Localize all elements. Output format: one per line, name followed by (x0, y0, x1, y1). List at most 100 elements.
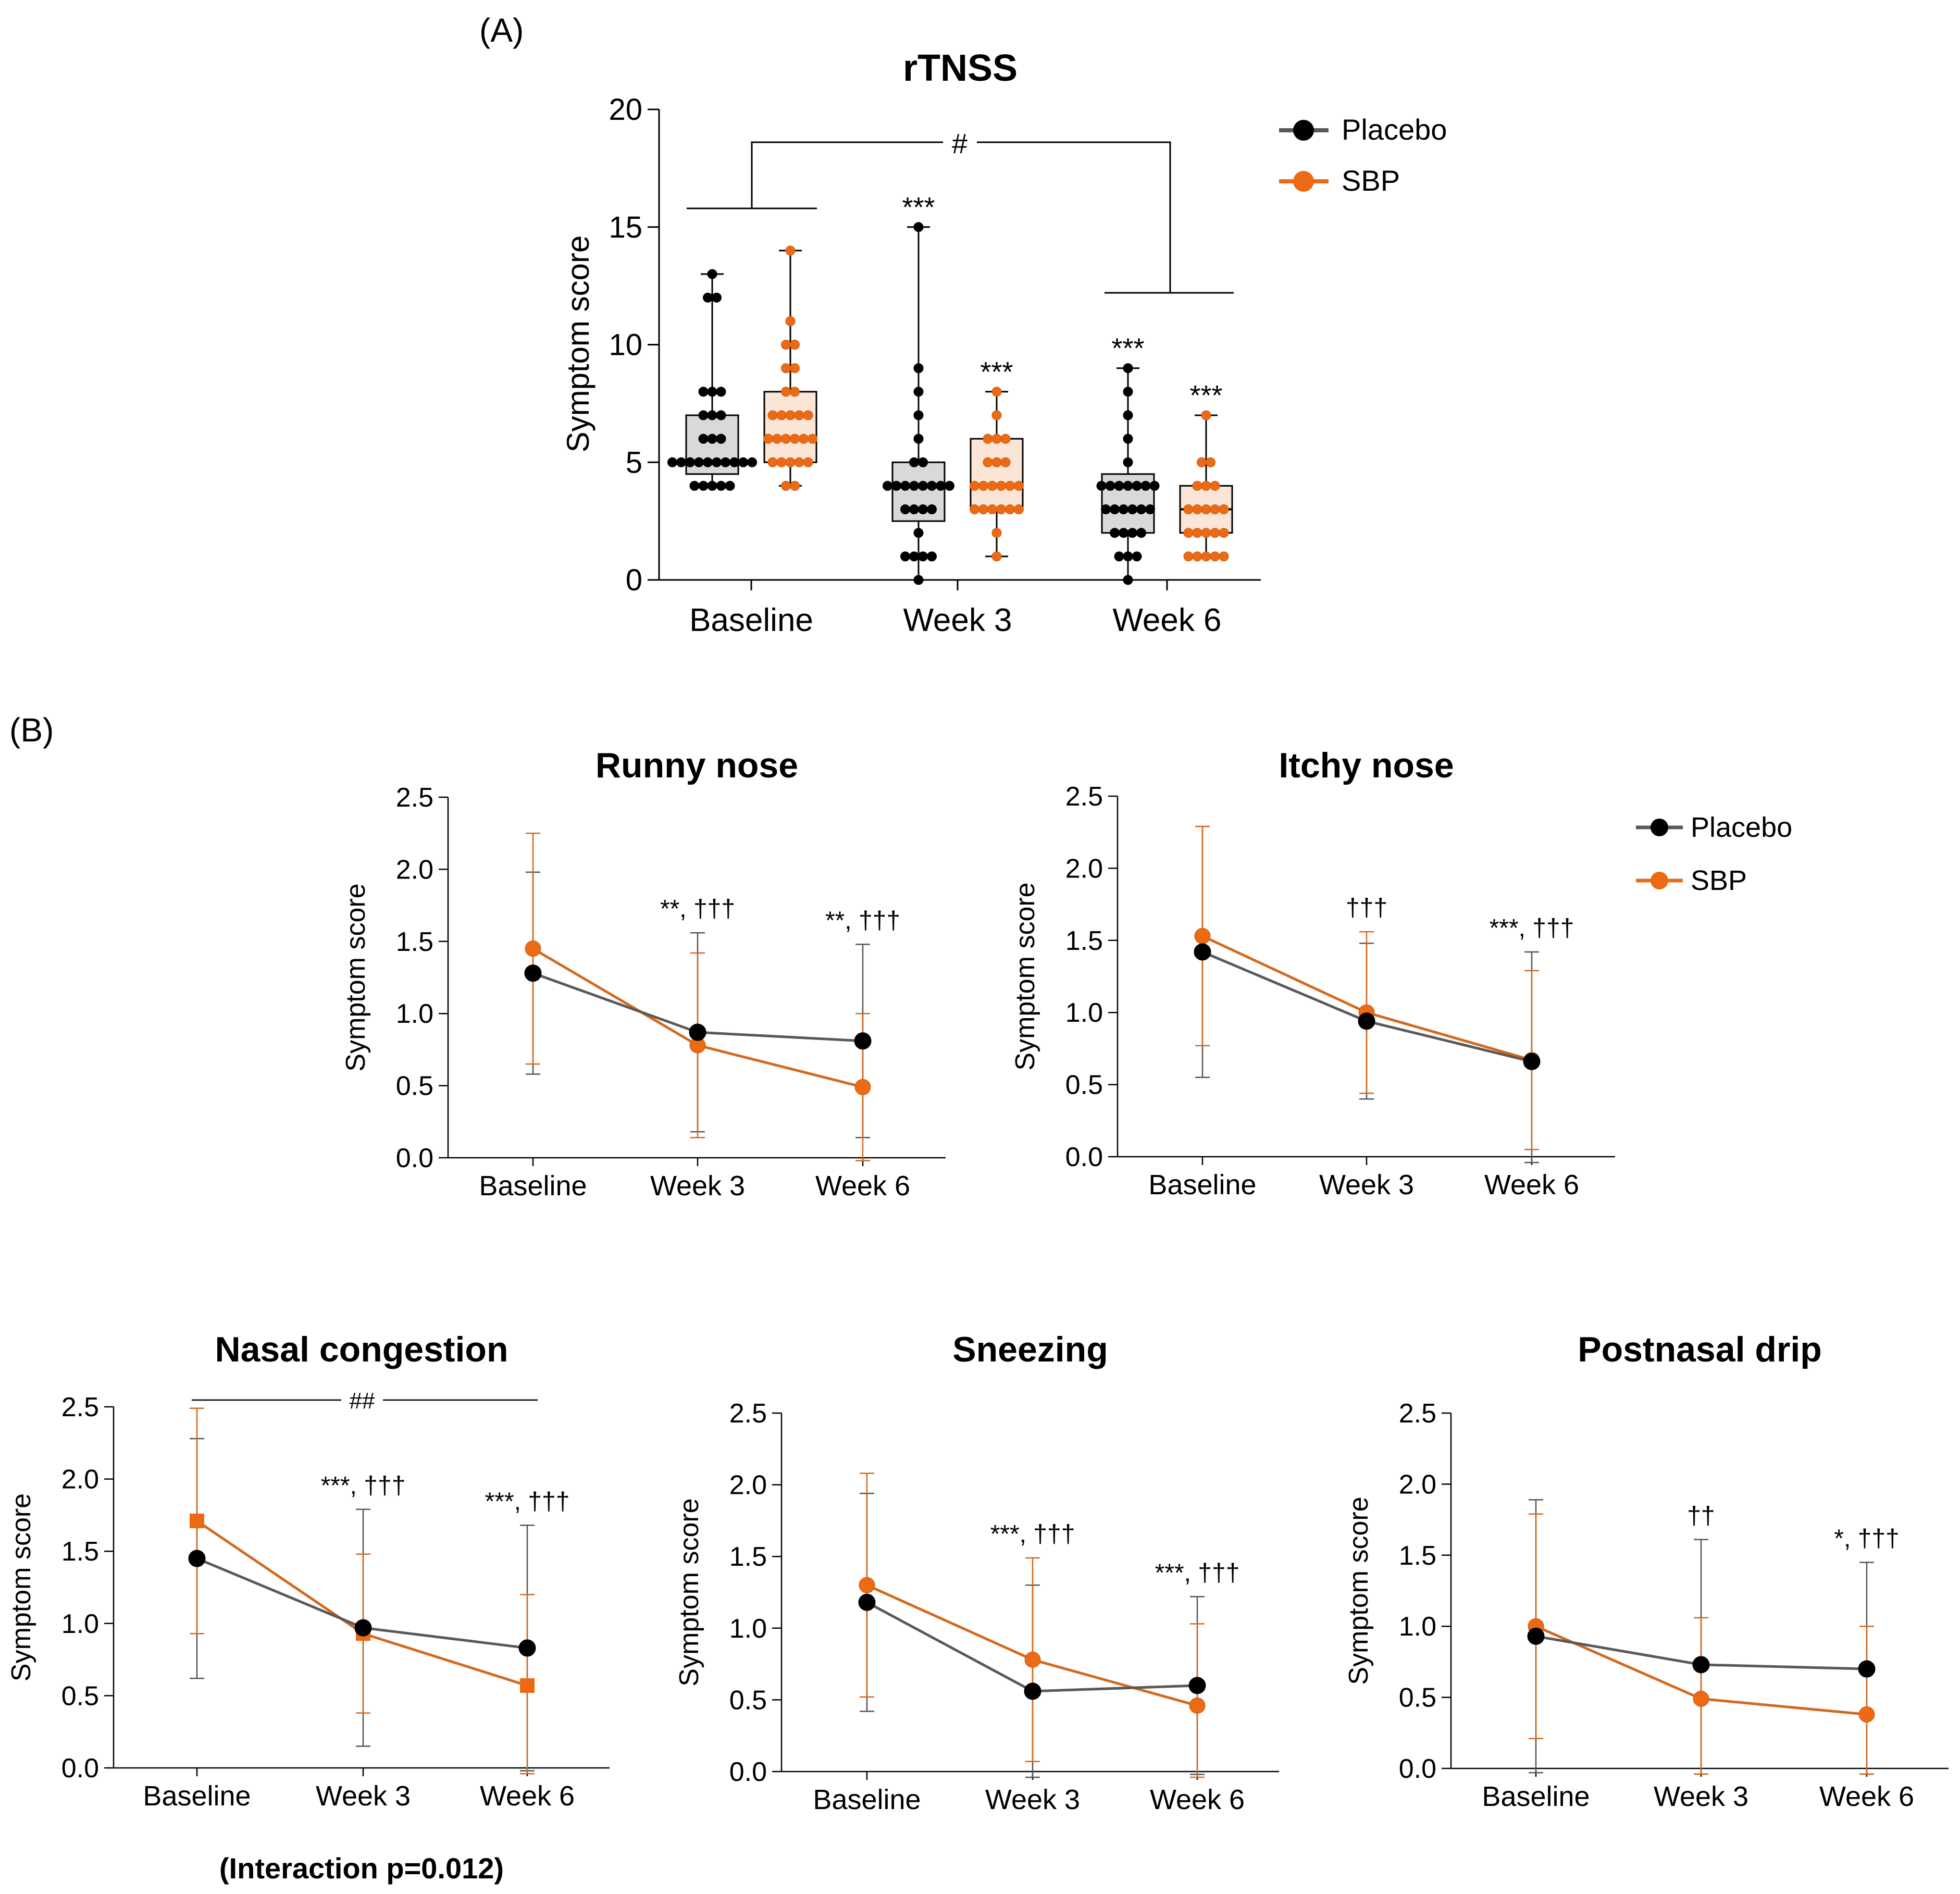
data-point (945, 480, 954, 491)
data-point (707, 410, 717, 420)
chart-title: Runny nose (596, 746, 798, 785)
data-point (1136, 504, 1146, 515)
data-point (729, 457, 739, 467)
data-point (891, 480, 901, 491)
data-point (1123, 434, 1133, 444)
y-axis-label: Symptom score (561, 236, 596, 453)
legend-b-sbp-marker (1651, 872, 1668, 889)
box-iqr (970, 438, 1024, 511)
data-point (776, 457, 787, 467)
data-point (799, 434, 809, 444)
itchy-nose-chart: 0.0 0.5 1.0 1.5 2.0 2.5 Baseline Week 3 Week 6 It… (1010, 746, 1615, 1200)
data-point (1149, 480, 1160, 491)
y-tick-label: 5 (626, 445, 642, 479)
legend-a-placebo-label: Placebo (1342, 113, 1447, 146)
data-point (1123, 551, 1133, 562)
placebo-marker (188, 1550, 206, 1567)
data-point (996, 480, 1006, 491)
y-tick-label: 2.0 (61, 1465, 99, 1495)
sbp-marker (854, 1079, 871, 1095)
data-point (991, 551, 1002, 562)
y-tick-label: 1.0 (61, 1609, 99, 1639)
y-tick-label: 1.5 (1399, 1541, 1436, 1571)
runny-nose-chart: 0.0 0.5 1.0 1.5 2.0 2.5 Baseline Week 3 Week 6 Ru… (341, 746, 946, 1202)
y-tick-label: 0.5 (1399, 1683, 1436, 1713)
data-point (909, 551, 919, 562)
data-point (918, 480, 928, 491)
placebo-marker (1523, 1053, 1541, 1070)
data-point (913, 363, 924, 374)
data-point (1127, 504, 1137, 515)
chart-title: Sneezing (952, 1330, 1108, 1369)
y-tick-label: 1.0 (729, 1614, 767, 1644)
panel-label-a: (A) (479, 11, 524, 49)
x-tick-label: Week 3 (903, 602, 1012, 638)
data-point (918, 504, 928, 515)
data-point (721, 457, 730, 467)
data-point (1110, 504, 1120, 515)
y-tick-label: 0.0 (396, 1143, 433, 1173)
data-point (794, 410, 804, 420)
y-tick-label: 0.0 (61, 1753, 99, 1784)
data-point (785, 245, 796, 256)
data-point (927, 480, 937, 491)
data-point (1192, 551, 1202, 562)
y-tick-label: 1.0 (1399, 1612, 1436, 1642)
data-point (747, 457, 757, 467)
data-point (978, 504, 988, 515)
sig-annotation: †† (1687, 1502, 1715, 1530)
legend-b-placebo-label: Placebo (1691, 812, 1792, 843)
data-point (1145, 504, 1155, 515)
data-point (913, 387, 924, 397)
legend-b-sbp-label: SBP (1691, 865, 1747, 896)
y-tick-label: 0.0 (1065, 1142, 1103, 1172)
y-tick-label: 0 (626, 563, 642, 597)
data-point (1183, 528, 1194, 538)
bracket-label: # (952, 128, 967, 159)
data-point (712, 292, 722, 303)
sig-annotation: ***, ††† (990, 1520, 1075, 1548)
data-point (883, 480, 892, 491)
sbp-marker (1858, 1706, 1875, 1723)
y-tick-label: 0.0 (1399, 1754, 1436, 1784)
data-point (694, 457, 704, 467)
data-point (1123, 457, 1133, 467)
data-point (913, 410, 924, 420)
data-point (685, 457, 695, 467)
data-point (1201, 480, 1211, 491)
x-tick-label: Week 6 (815, 1170, 910, 1202)
data-point (1183, 551, 1194, 562)
x-tick-label: Baseline (1148, 1169, 1256, 1200)
data-point (918, 457, 928, 467)
data-point (1132, 551, 1142, 562)
y-tick-label: 2.0 (396, 855, 433, 885)
y-tick-label: 10 (609, 328, 642, 362)
data-point (991, 434, 1002, 444)
data-point (716, 410, 726, 420)
sbp-marker (1693, 1690, 1709, 1707)
y-tick-label: 1.5 (729, 1542, 767, 1572)
data-point (1101, 504, 1111, 515)
data-point (983, 434, 993, 444)
placebo-marker (858, 1593, 876, 1611)
placebo-marker (524, 964, 542, 982)
y-tick-label: 2.5 (1065, 782, 1103, 812)
data-point (767, 457, 778, 467)
x-tick-label: Week 6 (1150, 1784, 1245, 1815)
chart-title: Nasal congestion (215, 1330, 508, 1369)
legend-b-placebo-marker (1651, 819, 1668, 836)
data-point (991, 528, 1002, 538)
data-point (1140, 480, 1151, 491)
y-tick-label: 1.0 (396, 999, 433, 1029)
data-point (772, 434, 782, 444)
data-point (1201, 528, 1211, 538)
data-point (978, 480, 988, 491)
y-tick-label: 1.5 (396, 927, 433, 957)
interaction-note: (Interaction p=0.012) (219, 1852, 504, 1885)
data-point (1219, 504, 1229, 515)
y-tick-label: 2.5 (729, 1398, 767, 1429)
sbp-marker (190, 1513, 204, 1528)
y-tick-label: 15 (609, 211, 642, 244)
data-point (1197, 457, 1207, 467)
placebo-marker (1024, 1682, 1041, 1700)
